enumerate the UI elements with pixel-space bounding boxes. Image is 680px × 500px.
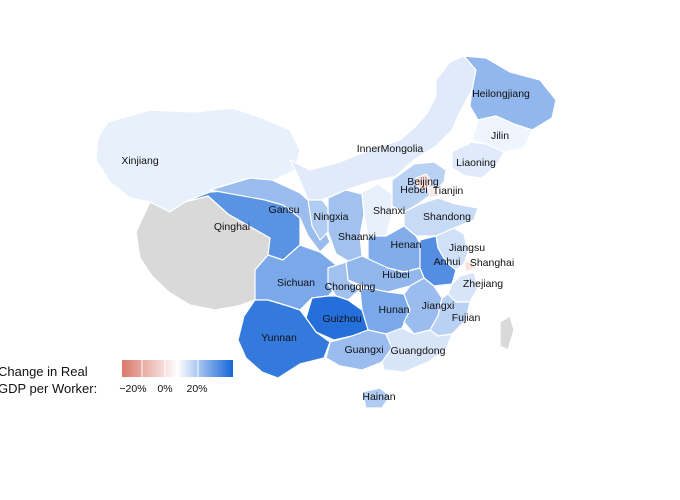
province-label-heilongjiang: Heilongjiang bbox=[472, 88, 530, 100]
province-gansu bbox=[209, 177, 331, 253]
province-label-liaoning: Liaoning bbox=[456, 157, 496, 169]
province-shanxi bbox=[361, 183, 393, 237]
province-label-shanghai: Shanghai bbox=[470, 257, 514, 269]
province-label-layer: Xinjiang Qinghai Gansu InnerMongolia Ningxia… bbox=[121, 88, 530, 403]
legend-color-bar bbox=[122, 360, 233, 377]
province-label-henan: Henan bbox=[391, 239, 422, 251]
province-tianjin bbox=[427, 185, 439, 199]
province-label-chongqing: Chongqing bbox=[325, 281, 376, 293]
province-shanghai bbox=[463, 259, 477, 273]
legend-title-line2: GDP per Worker: bbox=[0, 381, 97, 396]
province-label-shaanxi: Shaanxi bbox=[338, 231, 376, 243]
province-taiwan bbox=[499, 315, 515, 351]
province-layer bbox=[95, 55, 557, 409]
province-label-guangdong: Guangdong bbox=[391, 345, 446, 357]
province-fujian bbox=[429, 293, 471, 337]
province-jilin bbox=[471, 115, 533, 153]
province-label-guizhou: Guizhou bbox=[322, 313, 361, 325]
province-label-anhui: Anhui bbox=[434, 256, 461, 268]
province-hainan bbox=[361, 387, 391, 409]
province-guangdong bbox=[381, 327, 453, 373]
province-label-guangxi: Guangxi bbox=[344, 344, 383, 356]
province-liaoning bbox=[451, 141, 505, 179]
province-label-fujian: Fujian bbox=[452, 312, 481, 324]
province-label-beijing: Beijing bbox=[407, 176, 439, 188]
province-label-yunnan: Yunnan bbox=[261, 332, 297, 344]
province-label-shanxi: Shanxi bbox=[373, 205, 405, 217]
legend-tick-label: 20% bbox=[186, 383, 207, 395]
province-label-innermongolia: InnerMongolia bbox=[357, 143, 424, 155]
province-innermongolia bbox=[289, 55, 477, 201]
province-label-jiangxi: Jiangxi bbox=[422, 300, 455, 312]
province-label-hebei: Hebei bbox=[400, 184, 427, 196]
legend-tick-label: −20% bbox=[119, 383, 146, 395]
province-yunnan bbox=[237, 299, 331, 379]
province-label-jiangsu: Jiangsu bbox=[449, 242, 485, 254]
province-label-hainan: Hainan bbox=[362, 391, 395, 403]
legend-tick-label: 0% bbox=[157, 383, 172, 395]
province-label-jilin: Jilin bbox=[491, 130, 509, 142]
province-shaanxi bbox=[327, 189, 365, 263]
province-label-hubei: Hubei bbox=[382, 269, 409, 281]
province-label-xinjiang: Xinjiang bbox=[121, 155, 159, 167]
province-label-zhejiang: Zhejiang bbox=[463, 278, 503, 290]
province-label-shandong: Shandong bbox=[423, 211, 471, 223]
province-label-ningxia: Ningxia bbox=[313, 211, 348, 223]
province-label-gansu: Gansu bbox=[269, 204, 300, 216]
legend-title-line1: Change in Real bbox=[0, 364, 88, 379]
province-label-qinghai: Qinghai bbox=[214, 221, 250, 233]
province-chongqing bbox=[327, 261, 361, 301]
province-label-tianjin: Tianjin bbox=[433, 185, 464, 197]
province-beijing bbox=[415, 173, 433, 191]
province-label-hunan: Hunan bbox=[379, 304, 410, 316]
province-label-sichuan: Sichuan bbox=[277, 277, 315, 289]
legend: Change in Real GDP per Worker: −20% 0% 2… bbox=[0, 360, 233, 396]
